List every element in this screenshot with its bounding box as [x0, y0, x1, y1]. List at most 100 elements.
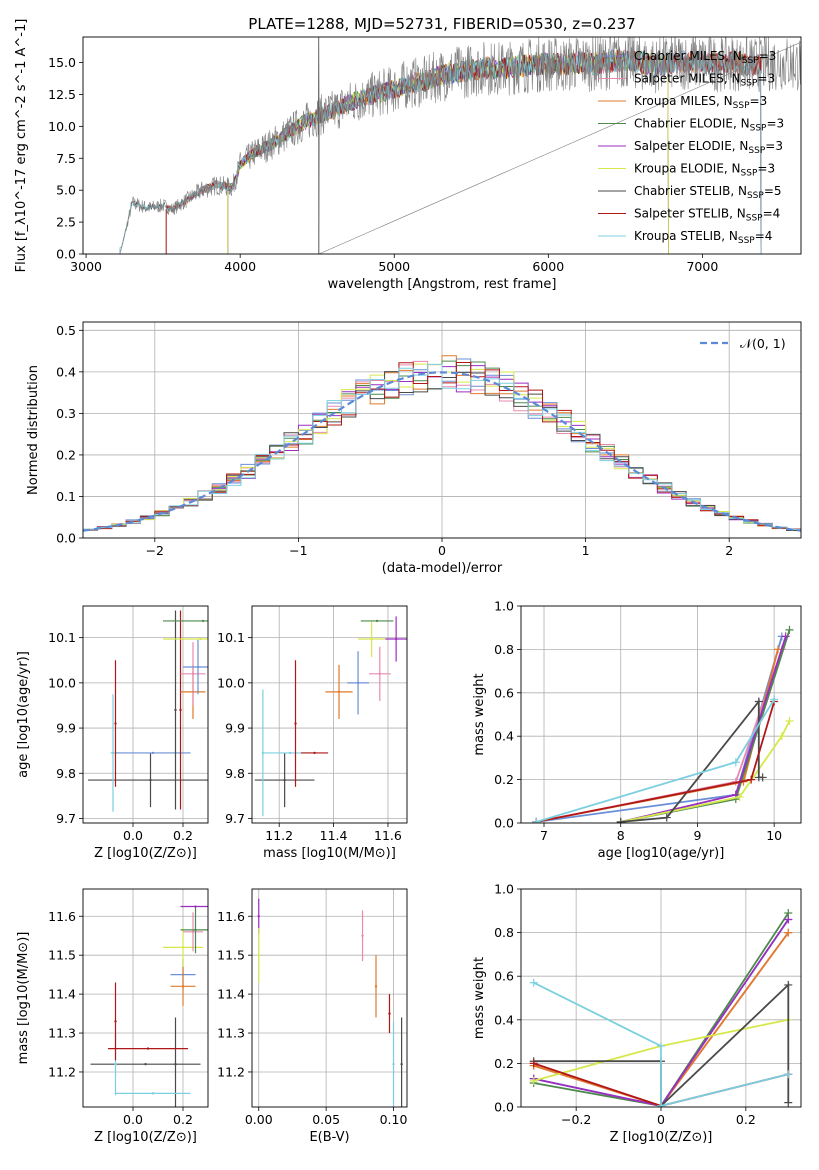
x-tick-label: 0.05 — [312, 1112, 340, 1127]
y-tick-label: 0.0 — [56, 531, 76, 546]
y-tick-label: 11.5 — [217, 948, 245, 963]
plot-area-residual-histogram — [83, 322, 801, 538]
x-tick-label: 10 — [766, 828, 782, 843]
axes-frame — [520, 605, 802, 824]
legend-label: Salpeter STELIB, NSSP=4 — [634, 207, 780, 224]
y-tick-label: 1.0 — [494, 882, 514, 897]
y-tick-label: 0.2 — [494, 1056, 514, 1071]
data-point — [199, 637, 202, 641]
y-tick-label: 0.0 — [56, 247, 76, 262]
x-tick-label: 11.4 — [320, 828, 348, 843]
y-tick-label: 11.4 — [48, 987, 76, 1002]
x-axis-label: Z [log10(Z/Z⊙)] — [94, 846, 197, 861]
x-axis-label: age [log10(age/yr)] — [598, 846, 725, 861]
y-tick-label: 15.0 — [48, 55, 76, 70]
x-tick-label: −2 — [146, 543, 164, 558]
weight-marker — [657, 1101, 665, 1107]
y-tick-label: 11.6 — [48, 909, 76, 924]
legend-label: Kroupa STELIB, NSSP=4 — [634, 229, 772, 246]
legend-label: Chabrier STELIB, NSSP=5 — [634, 184, 782, 201]
weight-marker — [777, 732, 786, 741]
x-tick-label: 0.2 — [173, 828, 193, 843]
x-tick-label: 9 — [693, 828, 701, 843]
weight-marker — [731, 758, 740, 767]
y-tick-label: 2.5 — [56, 215, 76, 230]
weight-marker — [784, 928, 793, 937]
data-point — [337, 690, 341, 694]
y-tick-label: 9.7 — [225, 811, 245, 826]
x-tick-label: 5000 — [378, 259, 410, 274]
data-point — [114, 1062, 117, 1066]
panel-weight-vs-Z: −0.2 0 0.2 0.0 0.2 0.4 0.6 0.8 1.0 Z [log10(Z/Z⊙)… — [472, 882, 802, 1145]
x-axis-label: wavelength [Angstrom, rest frame] — [328, 277, 557, 292]
data-point — [181, 985, 185, 988]
y-axis-label: age [log10(age/yr)] — [16, 651, 31, 778]
legend-label: Salpeter ELODIE, NSSP=3 — [634, 139, 783, 156]
data-point — [283, 778, 286, 782]
weight-marker — [784, 1070, 793, 1079]
x-axis-label: (data-model)/error — [382, 561, 503, 576]
y-axis-label: mass weight — [472, 673, 487, 755]
y-tick-label: 10.0 — [48, 675, 76, 690]
data-point — [146, 1047, 150, 1050]
y-tick-label: 11.2 — [48, 1064, 76, 1079]
legend-label: 𝒩(0, 1) — [740, 336, 786, 351]
plot-area-weight-vs-Z — [521, 889, 801, 1107]
y-tick-label: 0.0 — [494, 1100, 514, 1115]
y-tick-label: 0.4 — [494, 1012, 514, 1027]
plot-area-weight-vs-age — [521, 606, 801, 823]
weight-marker — [529, 978, 538, 987]
y-tick-label: 0.6 — [494, 969, 514, 984]
figure-title: PLATE=1288, MJD=52731, FIBERID=0530, z=0… — [248, 15, 635, 33]
panel-mass-vs-Z: 0.0 0.2 11.2 11.3 11.4 11.5 11.6 Z [log10(Z/Z⊙)… — [16, 888, 209, 1145]
x-tick-label: 0.2 — [173, 1112, 193, 1127]
weight-marker — [785, 717, 794, 726]
data-point — [114, 722, 117, 725]
weight-marker — [784, 915, 793, 924]
x-tick-label: 1 — [582, 543, 590, 558]
data-point — [294, 722, 297, 725]
data-point — [201, 619, 205, 623]
y-tick-label: 9.9 — [56, 721, 76, 736]
axes-frame — [251, 888, 408, 1108]
axes-frame — [520, 888, 802, 1108]
y-axis-label: Normed distribution — [26, 365, 41, 495]
data-point — [392, 1062, 395, 1066]
data-point — [179, 708, 182, 712]
weight-series-line — [620, 720, 791, 823]
y-tick-label: 5.0 — [56, 183, 76, 198]
x-tick-label: 7000 — [686, 259, 718, 274]
x-tick-label: 4000 — [224, 259, 256, 274]
weight-marker — [529, 1076, 538, 1085]
y-tick-label: 0.4 — [56, 364, 76, 379]
y-axis-label: mass [log10(M/M⊙)] — [16, 932, 31, 1065]
data-point — [400, 1062, 403, 1066]
y-tick-label: 12.5 — [48, 87, 76, 102]
data-point — [313, 751, 316, 755]
data-point — [196, 665, 200, 669]
data-point — [375, 619, 379, 623]
legend-label: Kroupa ELODIE, NSSP=3 — [634, 162, 775, 179]
data-point — [378, 672, 382, 676]
x-tick-label: 7 — [540, 828, 548, 843]
plot-area-spectrum — [119, 37, 801, 254]
y-axis-label: Flux [f_λ10^-17 erg cm^-2 s^-1 A^-1] — [14, 19, 29, 273]
y-axis-label: mass weight — [472, 957, 487, 1039]
y-tick-label: 11.6 — [217, 909, 245, 924]
panel-age-vs-Z: 0.0 0.2 9.7 9.8 9.9 10.0 10.1 Z [log10(Z/Z⊙)] ag… — [16, 605, 209, 861]
weight-marker — [529, 1059, 538, 1068]
y-tick-label: 0.2 — [494, 772, 514, 787]
weight-marker — [657, 1041, 665, 1050]
weight-marker — [781, 632, 790, 641]
spectrum-legend: Chabrier MILES, NSSP=3 Salpeter MILES, NS… — [598, 49, 784, 246]
x-axis-label: Z [log10(Z/Z⊙)] — [610, 1130, 713, 1145]
y-tick-label: 9.9 — [225, 721, 245, 736]
x-tick-label: 0.0 — [123, 1112, 143, 1127]
data-point — [191, 672, 195, 676]
panel-residual-histogram: −2 −1 0 1 2 0.0 0.1 0.2 0.3 0.4 0.5 (data-model)/er… — [26, 321, 802, 576]
y-tick-label: 0.8 — [494, 925, 514, 940]
data-point — [288, 751, 292, 755]
weight-marker — [784, 980, 793, 989]
axes-frame — [251, 605, 408, 824]
